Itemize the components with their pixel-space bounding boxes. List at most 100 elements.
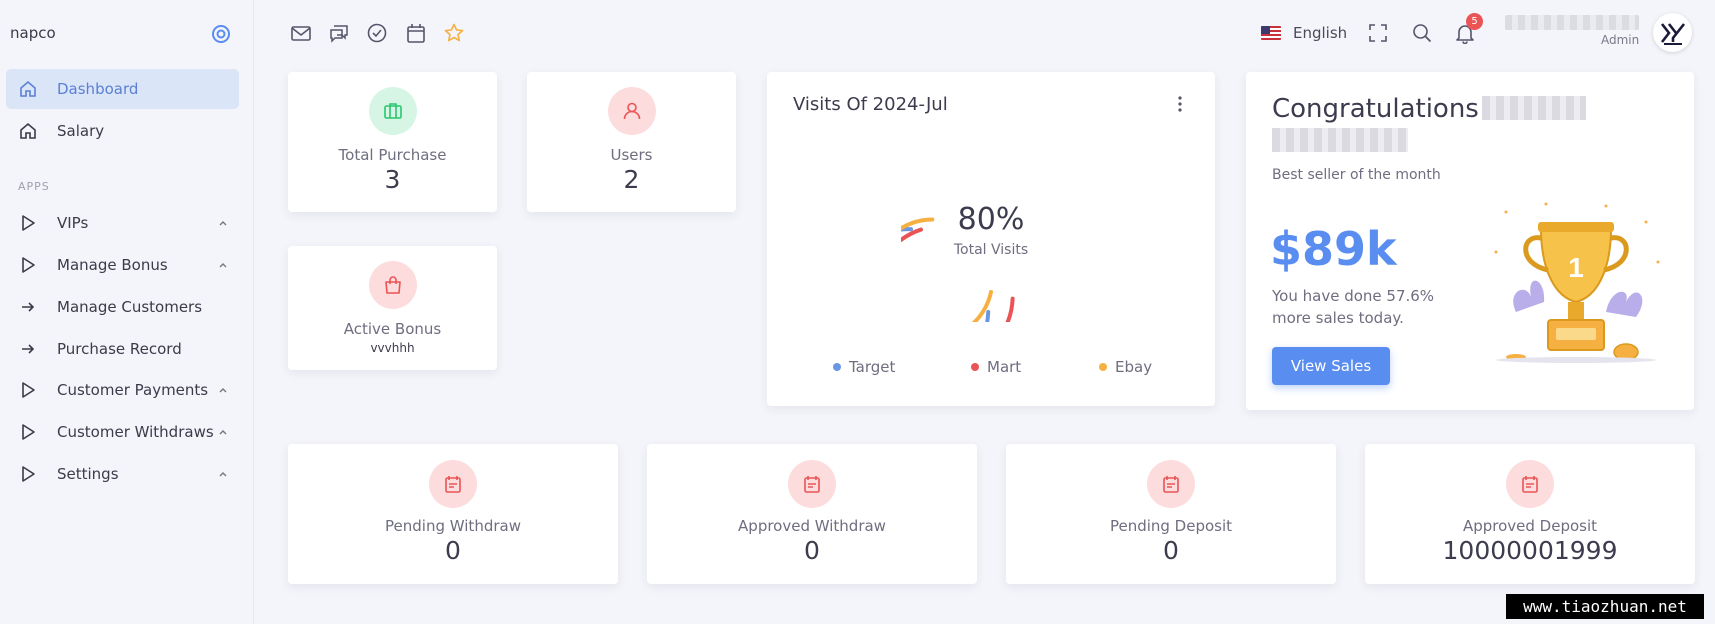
chart-center-label: Total Visits (953, 242, 1029, 258)
congrats-title: Congratulations (1272, 94, 1479, 124)
stat-card-approved-withdraw: Approved Withdraw 0 (647, 444, 977, 584)
arrow-right-icon (22, 344, 35, 354)
legend-label: Target (849, 358, 896, 376)
sales-description: You have done 57.6% more sales today. (1272, 287, 1435, 327)
legend-item-mart: Mart (971, 358, 1021, 376)
chat-icon[interactable] (328, 22, 350, 44)
check-circle-icon[interactable] (366, 22, 388, 44)
sidebar-item-label: Customer Withdraws (57, 423, 214, 441)
sidebar-item-label: Manage Customers (57, 298, 203, 316)
play-icon (22, 466, 35, 482)
language-label: English (1293, 24, 1348, 42)
legend-label: Mart (987, 358, 1022, 376)
sidebar-item-label: Settings (57, 465, 119, 483)
stat-value: 0 (804, 536, 820, 565)
legend-item-target: Target (833, 358, 895, 376)
user-role: Admin (1601, 33, 1640, 47)
sidebar-toggle-icon[interactable] (211, 24, 231, 44)
legend-dot (1099, 363, 1107, 371)
redacted-email (1272, 128, 1408, 152)
language-selector[interactable]: English (1261, 20, 1347, 46)
play-icon (22, 382, 35, 398)
more-vertical-icon[interactable] (1177, 96, 1183, 112)
chart-center-value: 80% (957, 202, 1025, 237)
sidebar-item-salary[interactable]: Salary (6, 111, 239, 151)
sidebar-item-label: Manage Bonus (57, 256, 168, 274)
stat-card-total-purchase: Total Purchase 3 (288, 72, 497, 212)
stat-label: Users (610, 146, 653, 164)
section-header-apps: APPS (18, 180, 50, 193)
play-icon (22, 215, 35, 231)
sales-amount: $89k (1270, 222, 1397, 276)
stat-card-users: Users 2 (527, 72, 736, 212)
user-icon (607, 87, 656, 135)
sidebar-item-manage-customers[interactable]: Manage Customers (6, 287, 239, 327)
chart-title: Visits Of 2024-Jul (793, 94, 948, 115)
chevron-up-icon (219, 221, 227, 226)
clipboard-icon (788, 460, 836, 508)
sidebar-item-label: Salary (57, 122, 105, 140)
trophy-number: 1 (1568, 252, 1584, 283)
sidebar-item-label: Purchase Record (57, 340, 182, 358)
legend-dot (833, 363, 841, 371)
play-icon (22, 257, 35, 273)
stat-value: vvvhhh (370, 341, 415, 355)
congrats-subtitle: Best seller of the month (1272, 167, 1441, 183)
stat-value: 0 (1163, 536, 1179, 565)
stat-label: Pending Withdraw (385, 517, 521, 535)
congratulations-card: Congratulations Best seller of the month… (1246, 72, 1694, 410)
stat-card-approved-deposit: Approved Deposit 10000001999 (1365, 444, 1695, 584)
stat-label: Approved Deposit (1462, 517, 1598, 535)
sidebar-item-customer-withdraws[interactable]: Customer Withdraws (6, 412, 239, 452)
fullscreen-icon[interactable] (1367, 22, 1389, 44)
mail-icon[interactable] (290, 22, 312, 44)
brand-name[interactable]: napco (10, 24, 56, 42)
sidebar-item-label: VIPs (57, 214, 89, 232)
sidebar-item-label: Dashboard (57, 80, 139, 98)
user-name-redacted[interactable] (1505, 15, 1639, 30)
us-flag-icon (1261, 26, 1281, 40)
calendar-icon[interactable] (405, 22, 427, 44)
play-icon (22, 424, 35, 440)
redacted-name (1482, 96, 1586, 120)
stat-value: 10000001999 (1442, 536, 1618, 565)
visits-chart-card: Visits Of 2024-Jul 80% Total Visits Targ… (767, 72, 1215, 406)
chevron-up-icon (219, 388, 227, 393)
stat-value: 3 (384, 165, 401, 194)
sidebar-item-vips[interactable]: VIPs (6, 203, 239, 243)
trophy-icon: 1 (1494, 202, 1660, 363)
sidebar-item-customer-payments[interactable]: Customer Payments (6, 370, 239, 410)
chevron-up-icon (219, 263, 227, 268)
home-icon (20, 80, 36, 97)
clipboard-icon (1147, 460, 1195, 508)
home-icon (20, 122, 36, 139)
arrow-right-icon (22, 302, 35, 312)
legend-dot (971, 363, 979, 371)
stat-label: Total Purchase (338, 146, 447, 164)
search-icon[interactable] (1411, 22, 1433, 44)
chevron-up-icon (219, 472, 227, 477)
stat-label: Pending Deposit (1109, 517, 1233, 535)
stat-card-active-bonus: Active Bonus vvvhhh (288, 246, 497, 370)
sidebar-item-settings[interactable]: Settings (6, 454, 239, 494)
sidebar: napco Dashboard Salary APPS VIPs Manage … (0, 0, 254, 624)
stat-label: Active Bonus (343, 320, 442, 338)
view-sales-button[interactable]: View Sales (1272, 347, 1390, 385)
star-icon[interactable] (443, 22, 465, 44)
sidebar-item-manage-bonus[interactable]: Manage Bonus (6, 245, 239, 285)
brand-logo-icon (1660, 22, 1685, 45)
clipboard-icon (1506, 460, 1554, 508)
watermark: www.tiaozhuan.net (1506, 594, 1704, 619)
sidebar-item-dashboard[interactable]: Dashboard (6, 69, 239, 109)
chevron-up-icon (219, 430, 227, 435)
stat-value: 0 (445, 536, 461, 565)
stat-card-pending-withdraw: Pending Withdraw 0 (288, 444, 618, 584)
stat-value: 2 (623, 165, 640, 194)
briefcase-icon (368, 87, 417, 135)
sidebar-item-purchase-record[interactable]: Purchase Record (6, 329, 239, 369)
stat-card-pending-deposit: Pending Deposit 0 (1006, 444, 1336, 584)
shopping-bag-icon (368, 261, 417, 309)
avatar[interactable] (1653, 13, 1692, 52)
legend-label: Ebay (1115, 358, 1153, 376)
legend-item-ebay: Ebay (1099, 358, 1152, 376)
